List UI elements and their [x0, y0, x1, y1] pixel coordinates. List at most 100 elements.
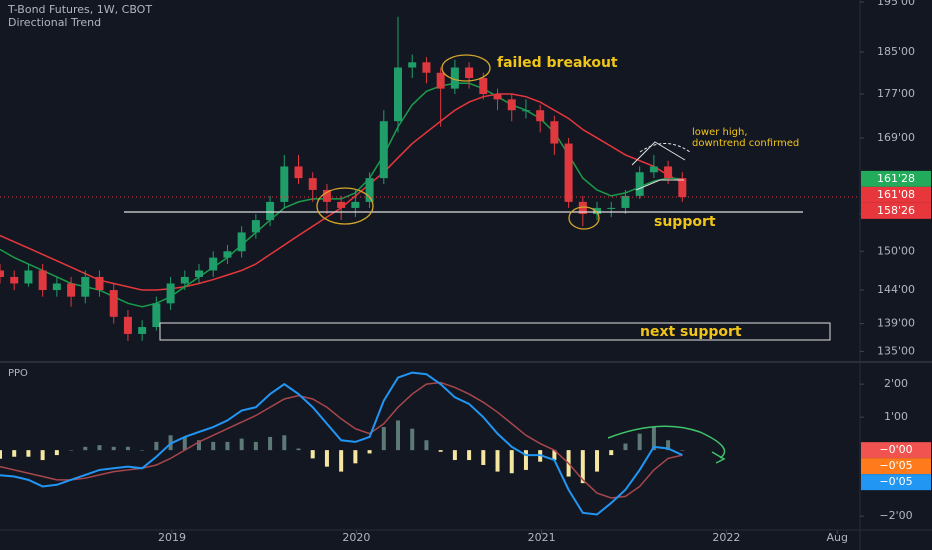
- histogram-bar: [438, 450, 443, 452]
- histogram-bar: [637, 433, 642, 451]
- histogram-bar: [310, 450, 315, 459]
- ppo-title: PPO: [8, 368, 28, 379]
- histogram-bar: [552, 450, 557, 461]
- histogram-bar: [481, 450, 486, 465]
- histogram-bar: [225, 441, 230, 451]
- candle-body: [0, 270, 4, 277]
- annotation: downtrend confirmed: [692, 138, 799, 149]
- candle-body: [10, 276, 19, 284]
- annotation: failed breakout: [497, 55, 618, 71]
- histogram-bar: [410, 428, 415, 451]
- histogram-bar: [26, 450, 31, 457]
- last-value-label: 161'08: [877, 188, 915, 201]
- candle-body: [479, 78, 488, 94]
- candle-body: [308, 178, 317, 190]
- ppo-arrow: [607, 425, 726, 464]
- histogram-bar: [282, 435, 287, 451]
- x-tick-label: 2019: [158, 531, 186, 544]
- support-circle: [316, 187, 374, 225]
- histogram-bar: [595, 450, 600, 472]
- y-tick-label: 135'00: [877, 344, 915, 357]
- y-tick-label: −2'00: [879, 509, 912, 522]
- candle-body: [266, 201, 275, 221]
- y-tick-label: 195'00: [877, 0, 915, 8]
- histogram-bar: [353, 450, 358, 464]
- candle-body: [223, 251, 232, 258]
- candle-body: [280, 166, 289, 202]
- y-tick-label: 144'00: [877, 283, 915, 296]
- histogram-bar: [268, 436, 273, 451]
- candle-body: [180, 276, 189, 284]
- candle-body: [251, 220, 260, 233]
- candle-body: [166, 283, 175, 304]
- breakout-circle: [441, 54, 491, 82]
- last-value-label: 158'26: [877, 204, 915, 217]
- signal-line: [0, 381, 683, 499]
- histogram-bar: [125, 446, 130, 451]
- candle-body: [664, 166, 673, 179]
- candle-body: [564, 143, 573, 202]
- histogram-bar: [239, 438, 244, 451]
- histogram-bar: [83, 446, 88, 451]
- histogram-bar: [424, 440, 429, 451]
- histogram-bar: [211, 441, 216, 451]
- candle-body: [649, 166, 658, 173]
- candle-body: [95, 276, 104, 291]
- last-value-label: −0'05: [879, 475, 912, 488]
- candle-body: [550, 121, 559, 144]
- candle-body: [621, 195, 630, 208]
- lower-high-arc: [639, 143, 691, 153]
- next-support-box: [159, 322, 831, 341]
- histogram-bar: [580, 450, 585, 484]
- histogram-bar: [12, 450, 17, 457]
- candle-body: [394, 67, 403, 122]
- candle-body: [109, 290, 118, 317]
- candle-body: [24, 270, 33, 284]
- x-tick-label: 2021: [528, 531, 556, 544]
- candle-body: [38, 270, 47, 291]
- candle-body: [237, 232, 246, 252]
- candle-body: [123, 316, 132, 334]
- histogram-bar: [40, 450, 45, 461]
- histogram-bar: [182, 436, 187, 451]
- candle-body: [536, 110, 545, 122]
- moving-average: [0, 82, 683, 308]
- candle-body: [507, 99, 516, 111]
- histogram-bar: [452, 450, 457, 461]
- histogram-bar: [296, 448, 301, 451]
- indicator-name: Directional Trend: [8, 16, 101, 29]
- y-tick-label: 185'00: [877, 45, 915, 58]
- candle-body: [678, 178, 687, 198]
- last-value-tag: [861, 474, 931, 491]
- y-tick-label: 177'00: [877, 87, 915, 100]
- last-value-tag: [861, 458, 931, 475]
- candle-body: [52, 283, 61, 291]
- histogram-bar: [253, 441, 258, 451]
- histogram-bar: [680, 450, 685, 451]
- histogram-bar: [97, 445, 102, 451]
- x-tick-label: Aug: [827, 531, 848, 544]
- histogram-bar: [495, 450, 500, 472]
- candle-body: [593, 207, 602, 214]
- histogram-bar: [154, 441, 159, 451]
- histogram-bar: [339, 450, 344, 472]
- y-tick-label: 169'00: [877, 131, 915, 144]
- y-tick-label: 150'00: [877, 244, 915, 257]
- candle-body: [209, 257, 218, 271]
- wedge-lines: [631, 141, 686, 191]
- histogram-bar: [367, 450, 372, 454]
- support-circle: [568, 206, 600, 230]
- candle-body: [493, 93, 502, 100]
- histogram-bar: [69, 450, 74, 451]
- histogram-bar: [609, 450, 614, 456]
- x-tick-label: 2020: [342, 531, 370, 544]
- candle-body: [322, 189, 331, 202]
- last-value-label: −0'00: [879, 443, 912, 456]
- annotation: next support: [640, 324, 742, 340]
- histogram-bar: [623, 443, 628, 451]
- histogram-bar: [324, 450, 329, 467]
- last-value-tag: [861, 170, 931, 187]
- candle-body: [67, 283, 76, 297]
- histogram-bar: [381, 427, 386, 451]
